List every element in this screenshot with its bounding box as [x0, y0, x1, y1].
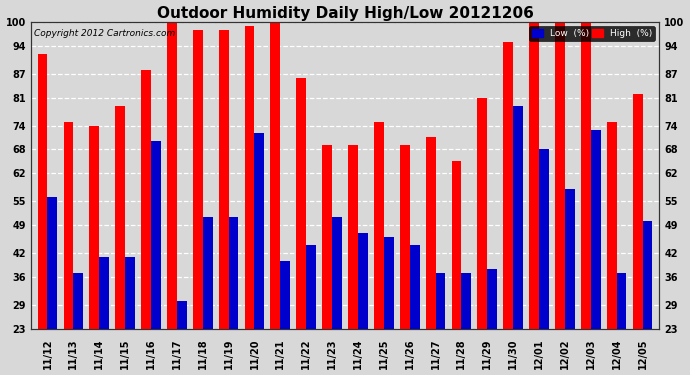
Bar [529, 22, 539, 329]
Bar [219, 30, 228, 329]
Bar [73, 273, 83, 329]
Bar [38, 54, 48, 329]
Bar [63, 122, 73, 329]
Bar [384, 237, 393, 329]
Bar [203, 217, 213, 329]
Bar [607, 122, 617, 329]
Bar [633, 94, 642, 329]
Bar [410, 245, 420, 329]
Bar [374, 122, 384, 329]
Bar [565, 189, 575, 329]
Bar [332, 217, 342, 329]
Bar [90, 126, 99, 329]
Bar [581, 22, 591, 329]
Bar [462, 273, 471, 329]
Text: Copyright 2012 Cartronics.com: Copyright 2012 Cartronics.com [34, 29, 175, 38]
Bar [426, 138, 435, 329]
Bar [245, 26, 255, 329]
Bar [503, 42, 513, 329]
Bar [358, 233, 368, 329]
Bar [322, 146, 332, 329]
Bar [617, 273, 627, 329]
Bar [99, 257, 109, 329]
Bar [125, 257, 135, 329]
Bar [513, 105, 523, 329]
Bar [228, 217, 239, 329]
Bar [297, 78, 306, 329]
Bar [193, 30, 203, 329]
Bar [555, 22, 565, 329]
Bar [48, 197, 57, 329]
Bar [255, 134, 264, 329]
Bar [477, 98, 487, 329]
Title: Outdoor Humidity Daily High/Low 20121206: Outdoor Humidity Daily High/Low 20121206 [157, 6, 533, 21]
Bar [400, 146, 410, 329]
Bar [280, 261, 290, 329]
Bar [306, 245, 316, 329]
Bar [435, 273, 445, 329]
Bar [141, 70, 151, 329]
Bar [348, 146, 358, 329]
Bar [591, 129, 600, 329]
Bar [167, 22, 177, 329]
Bar [151, 141, 161, 329]
Bar [270, 22, 280, 329]
Bar [642, 221, 652, 329]
Legend: Low  (%), High  (%): Low (%), High (%) [529, 26, 655, 40]
Bar [115, 105, 125, 329]
Bar [487, 269, 497, 329]
Bar [539, 150, 549, 329]
Bar [451, 162, 462, 329]
Bar [177, 301, 187, 329]
